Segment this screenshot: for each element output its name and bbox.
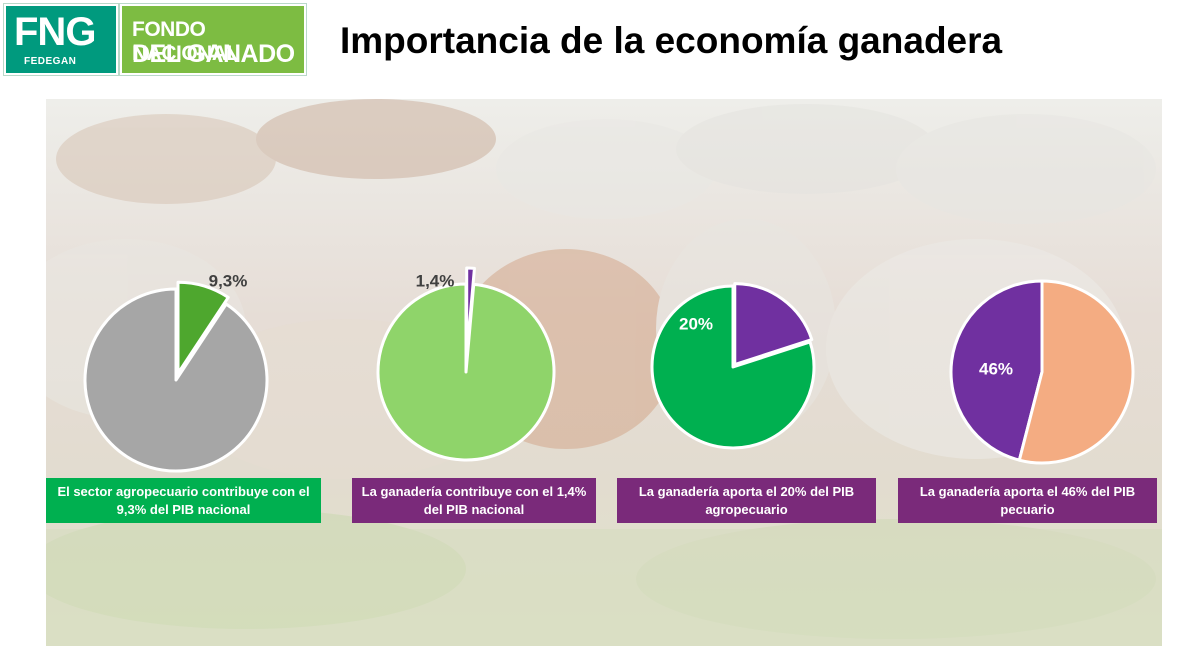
pie-1-slice-1	[176, 280, 230, 375]
pie-3-caption: La ganadería aporta el 20% del PIB agrop…	[617, 478, 876, 523]
pie-4-caption: La ganadería aporta el 46% del PIB pecua…	[898, 478, 1157, 523]
pie-4-data-label: 46%	[979, 359, 1013, 378]
pie-4-slice-1	[949, 279, 1044, 462]
logo-line-1: FONDO NACIONAL	[132, 18, 239, 65]
logo-line-2: DEL GANADO	[132, 40, 295, 68]
page-title: Importancia de la economía ganadera	[340, 20, 1003, 61]
pie-1-data-label: 9,3%	[209, 271, 248, 290]
pie-3-data-label: 20%	[679, 314, 713, 333]
pie-2-data-label: 1,4%	[416, 271, 455, 290]
fng-logo-mark: FNG FEDEGAN	[3, 3, 119, 76]
pie-1-caption: El sector agropecuario contribuye con el…	[46, 478, 321, 523]
fng-logo-wordmark: FONDO NACIONAL DEL GANADO	[119, 3, 307, 76]
pie-2-slice-2	[376, 282, 556, 462]
pie-3-slice-1	[733, 282, 814, 367]
pie-2-caption: La ganadería contribuye con el 1,4% del …	[352, 478, 596, 523]
logo-fedegan-text: FEDEGAN	[24, 56, 77, 67]
pie-1-slice-2	[83, 287, 269, 473]
pie-4-slice-2	[1017, 279, 1135, 465]
fng-logo: FNG FEDEGAN FONDO NACIONAL DEL GANADO	[3, 3, 307, 76]
logo-fng-text: FNG	[14, 10, 96, 54]
pie-3-slice-2	[650, 284, 816, 450]
